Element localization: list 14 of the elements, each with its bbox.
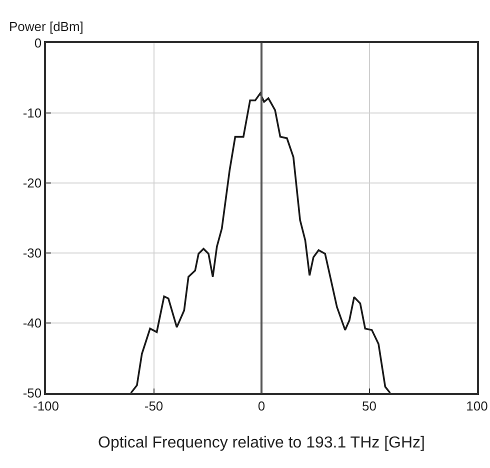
y-tick-label: -10 [22, 106, 42, 121]
y-axis-title: Power [dBm] [9, 19, 84, 34]
x-tick-label: -100 [32, 398, 60, 414]
x-tick-label: 50 [362, 398, 376, 414]
y-tick-label: -50 [22, 386, 42, 401]
x-tick-label: -50 [144, 398, 164, 414]
x-tick-label: 100 [466, 398, 488, 414]
x-tick-label: 0 [258, 398, 266, 414]
y-tick-label: -30 [22, 246, 42, 261]
y-tick-label: -40 [22, 316, 42, 331]
y-tick-label: 0 [34, 36, 42, 51]
line-series [130, 92, 392, 393]
x-axis-title: Optical Frequency relative to 193.1 THz [GHz] [98, 434, 425, 452]
y-tick-label: -20 [22, 176, 42, 191]
